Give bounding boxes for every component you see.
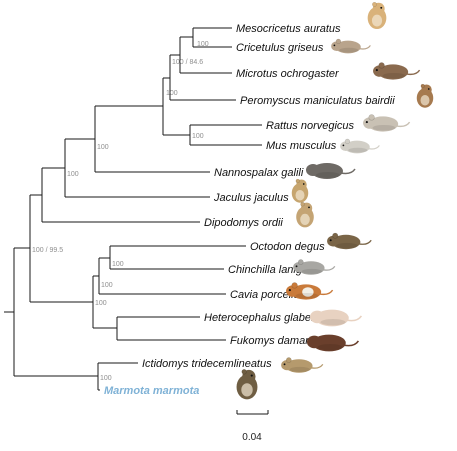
taxon-label-jaculus-jaculus: Jaculus jaculus — [213, 192, 289, 204]
rat-icon — [363, 114, 411, 132]
support-value-rodent-root: 100 / 99.5 — [32, 247, 63, 254]
guinea-pig-icon — [286, 282, 334, 300]
damaraland-mole-rat-icon — [306, 334, 360, 352]
taxon-label-microtus-ochrogaster: Microtus ochrogaster — [236, 68, 340, 80]
taxon-label-rattus-norvegicus: Rattus norvegicus — [266, 120, 355, 132]
taxon-label-heterocephalus-glaber: Heterocephalus glaber — [204, 312, 316, 324]
degu-icon — [327, 232, 372, 250]
support-value-myomorph-clade: 100 — [97, 144, 109, 151]
taxon-label-peromyscus-maniculatus-bairdii: Peromyscus maniculatus bairdii — [240, 95, 395, 107]
marmot-icon — [236, 369, 258, 400]
taxon-label-dipodomys-ordii: Dipodomys ordii — [204, 217, 283, 229]
hamster-icon — [367, 2, 387, 30]
scale-bar: 0.04 — [236, 410, 269, 443]
chinchilla-icon — [293, 259, 336, 275]
taxon-label-octodon-degus: Octodon degus — [250, 241, 325, 253]
support-values: 100 100 / 84.6 100 100 100 100 100 / 99.5 100 10… — [32, 41, 209, 382]
vole-icon — [373, 62, 421, 80]
taxon-label-marmota-marmota: Marmota marmota — [104, 385, 199, 397]
taxon-label-mus-musculus: Mus musculus — [266, 140, 337, 152]
ground-squirrel-icon — [281, 357, 324, 373]
blind-mole-rat-icon — [306, 163, 356, 179]
scale-bar-label: 0.04 — [242, 432, 262, 443]
support-value-cricetid-clade: 100 / 84.6 — [172, 59, 203, 66]
support-value-rattus-mus: 100 — [192, 133, 204, 140]
naked-mole-rat-icon — [309, 309, 363, 327]
taxon-label-ictidomys-tridecemlineatus: Ictidomys tridecemlineatus — [142, 358, 272, 370]
deer-mouse-icon — [416, 83, 434, 108]
taxon-label-mesocricetus-auratus: Mesocricetus auratus — [236, 23, 341, 35]
support-value-cricetulus-mesocricetus: 100 — [197, 41, 209, 48]
taxon-label-cricetulus-griseus: Cricetulus griseus — [236, 42, 324, 54]
taxon-label-nannospalax-galili: Nannospalax galili — [214, 167, 304, 179]
jerboa-icon — [291, 178, 309, 203]
chinese-hamster-icon — [331, 38, 371, 54]
support-value-mouse-related-clade: 100 — [67, 171, 79, 178]
support-value-muroid-clade: 100 — [166, 90, 178, 97]
kangaroo-rat-icon — [296, 201, 314, 228]
support-value-caviomorph-clade: 100 — [101, 282, 113, 289]
support-value-hystricomorph-clade: 100 — [95, 300, 107, 307]
support-value-chinchilla-octodon: 100 — [112, 261, 124, 268]
species-illustrations — [236, 2, 434, 400]
tree-branches — [4, 27, 262, 391]
support-value-sciurid-clade: 100 — [100, 375, 112, 382]
mouse-icon — [340, 138, 380, 154]
taxon-labels: Mesocricetus auratus Cricetulus griseus Mi… — [104, 23, 395, 397]
